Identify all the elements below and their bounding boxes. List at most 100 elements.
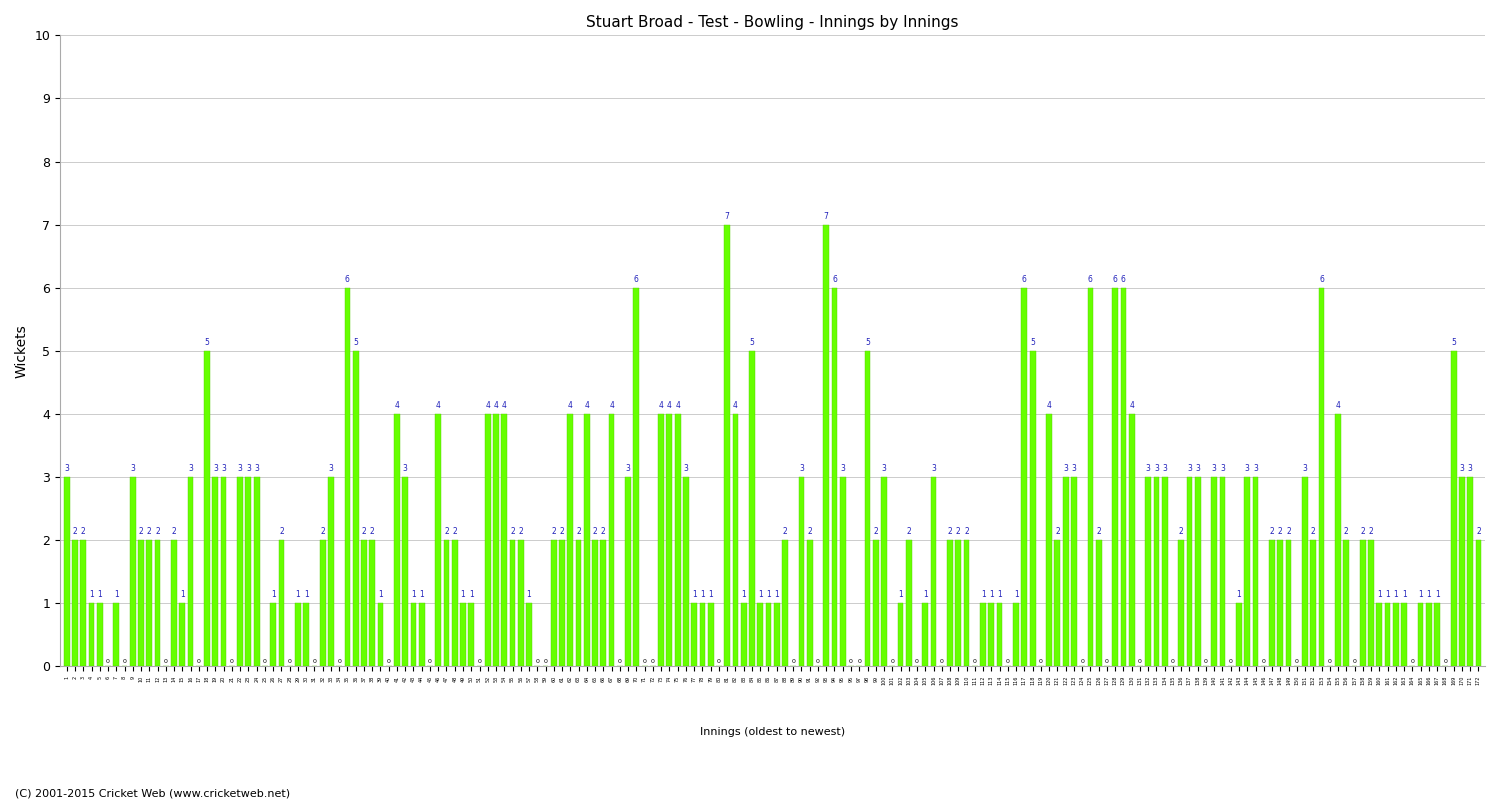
Bar (1162, 477, 1167, 666)
Text: 0: 0 (1228, 658, 1233, 664)
Bar (526, 603, 532, 666)
Text: 0: 0 (338, 658, 340, 664)
Bar (1460, 477, 1466, 666)
Text: 4: 4 (436, 401, 441, 410)
Text: 1: 1 (114, 590, 118, 599)
Bar (303, 603, 309, 666)
Text: 1: 1 (700, 590, 705, 599)
Text: 3: 3 (1302, 464, 1308, 473)
Text: 0: 0 (651, 658, 656, 664)
Bar (699, 603, 705, 666)
Bar (576, 540, 582, 666)
Bar (147, 540, 152, 666)
Text: 0: 0 (543, 658, 548, 664)
Bar (188, 477, 194, 666)
Text: 3: 3 (64, 464, 69, 473)
Bar (765, 603, 771, 666)
Text: 2: 2 (1269, 527, 1275, 536)
Text: 1: 1 (981, 590, 986, 599)
Bar (963, 540, 969, 666)
Bar (600, 540, 606, 666)
Bar (906, 540, 912, 666)
Text: 1: 1 (411, 590, 416, 599)
Text: 1: 1 (1418, 590, 1424, 599)
Text: 3: 3 (1064, 464, 1068, 473)
Text: 1: 1 (766, 590, 771, 599)
Bar (328, 477, 334, 666)
Text: 3: 3 (188, 464, 194, 473)
Text: 2: 2 (81, 527, 86, 536)
Text: 6: 6 (833, 275, 837, 284)
Text: 1: 1 (378, 590, 382, 599)
Bar (682, 477, 688, 666)
Bar (484, 414, 490, 666)
Text: 3: 3 (626, 464, 630, 473)
Text: 2: 2 (560, 527, 564, 536)
Text: 2: 2 (783, 527, 788, 536)
Text: 3: 3 (932, 464, 936, 473)
Text: 7: 7 (724, 212, 729, 221)
Bar (402, 477, 408, 666)
Text: 3: 3 (800, 464, 804, 473)
Bar (758, 603, 764, 666)
Bar (254, 477, 260, 666)
Text: 6: 6 (1318, 275, 1324, 284)
Text: 2: 2 (279, 527, 284, 536)
Text: 0: 0 (1262, 658, 1266, 664)
Text: 2: 2 (362, 527, 366, 536)
Bar (1426, 603, 1432, 666)
Text: 1: 1 (1426, 590, 1431, 599)
Text: 1: 1 (420, 590, 424, 599)
Bar (1476, 540, 1482, 666)
Text: 4: 4 (675, 401, 680, 410)
Bar (180, 603, 184, 666)
Text: 1: 1 (296, 590, 300, 599)
Text: 4: 4 (494, 401, 498, 410)
Text: 1: 1 (1401, 590, 1407, 599)
Bar (708, 603, 714, 666)
Bar (1286, 540, 1292, 666)
Bar (741, 603, 747, 666)
Bar (88, 603, 94, 666)
Bar (394, 414, 400, 666)
Bar (1120, 288, 1126, 666)
Text: 3: 3 (213, 464, 217, 473)
Text: 4: 4 (1335, 401, 1341, 410)
Bar (1467, 477, 1473, 666)
Bar (1146, 477, 1150, 666)
Bar (1252, 477, 1258, 666)
Bar (996, 603, 1002, 666)
Bar (1054, 540, 1060, 666)
Bar (626, 477, 632, 666)
Text: 4: 4 (609, 401, 613, 410)
Text: 2: 2 (154, 527, 160, 536)
Text: 2: 2 (453, 527, 458, 536)
Text: 0: 0 (262, 658, 267, 664)
Bar (494, 414, 500, 666)
Text: 3: 3 (840, 464, 844, 473)
Bar (1450, 350, 1456, 666)
Text: 0: 0 (1138, 658, 1142, 664)
Text: 2: 2 (1096, 527, 1101, 536)
Text: 4: 4 (394, 401, 399, 410)
Text: 5: 5 (750, 338, 754, 347)
Bar (798, 477, 804, 666)
Text: 1: 1 (1384, 590, 1390, 599)
Bar (1245, 477, 1250, 666)
Text: 2: 2 (1476, 527, 1480, 536)
Bar (1154, 477, 1160, 666)
Text: 0: 0 (164, 658, 168, 664)
Bar (880, 477, 886, 666)
Bar (1368, 540, 1374, 666)
Text: 0: 0 (536, 658, 538, 664)
X-axis label: Innings (oldest to newest): Innings (oldest to newest) (700, 727, 844, 737)
Text: 6: 6 (1022, 275, 1028, 284)
Bar (1377, 603, 1382, 666)
Text: 4: 4 (585, 401, 590, 410)
Bar (518, 540, 524, 666)
Bar (550, 540, 556, 666)
Bar (345, 288, 351, 666)
Text: 0: 0 (891, 658, 894, 664)
Text: 0: 0 (618, 658, 622, 664)
Bar (114, 603, 118, 666)
